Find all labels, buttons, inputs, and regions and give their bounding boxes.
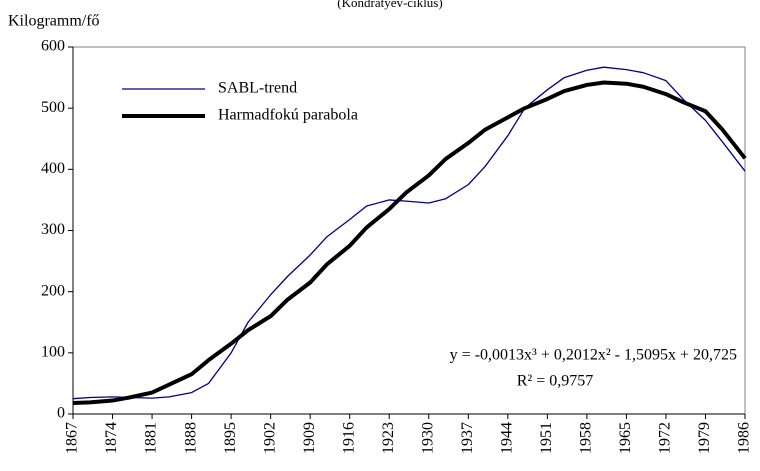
y-tick-label: 200 (41, 282, 65, 299)
x-tick-label: 1923 (380, 422, 397, 454)
x-tick-label: 1986 (736, 422, 753, 454)
annotation: R² = 0,9757 (517, 373, 594, 390)
annotation: y = -0,0013x³ + 0,2012x² - 1,5095x + 20,… (450, 347, 737, 364)
x-tick-label: 1979 (696, 422, 713, 454)
x-tick-label: 1909 (301, 422, 318, 454)
x-tick-label: 1867 (64, 422, 81, 454)
y-tick-label: 400 (41, 160, 65, 177)
x-tick-label: 1958 (578, 422, 595, 454)
series-line (72, 80, 747, 405)
y-tick-label: 600 (41, 38, 65, 55)
y-tick-label: 0 (57, 405, 65, 422)
x-tick-label: 1881 (143, 422, 160, 454)
x-tick-label: 1951 (538, 422, 555, 454)
x-tick-label: 1916 (340, 422, 357, 454)
x-tick-label: 1944 (498, 422, 515, 454)
x-tick-label: 1965 (617, 422, 634, 454)
chart-subtitle: (Kondratyev-ciklus) (337, 0, 442, 10)
x-tick-label: 1930 (419, 422, 436, 454)
x-tick-label: 1874 (103, 422, 120, 454)
x-tick-label: 1902 (261, 422, 278, 454)
x-tick-label: 1895 (222, 422, 239, 454)
y-tick-label: 300 (41, 221, 65, 238)
y-tick-label: 100 (41, 344, 65, 361)
x-tick-label: 1937 (459, 422, 476, 454)
x-tick-label: 1888 (182, 422, 199, 454)
y-axis-label: Kilogramm/fő (8, 13, 100, 30)
series-line (72, 66, 746, 400)
y-tick-label: 500 (41, 99, 65, 116)
x-tick-label: 1972 (657, 422, 674, 454)
legend-label: SABL-trend (218, 80, 297, 97)
legend-label: Harmadfokú parabola (218, 107, 358, 124)
